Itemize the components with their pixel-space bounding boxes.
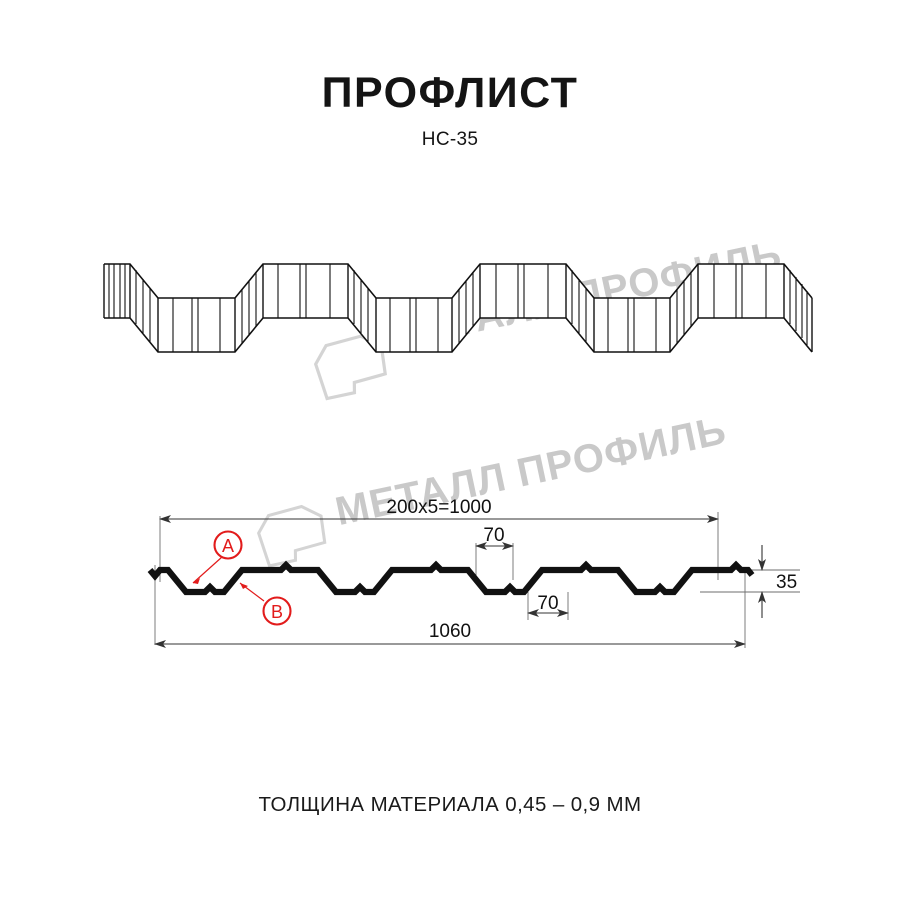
witness-lines	[154, 512, 800, 648]
watermark-upper: МЕТАЛЛ ПРОФИЛЬ	[313, 232, 786, 401]
watermark-text-2: МЕТАЛЛ ПРОФИЛЬ	[332, 408, 731, 534]
footer-note: ТОЛЩИНА МАТЕРИАЛА 0,45 – 0,9 ММ	[258, 793, 642, 816]
watermark-lower: МЕТАЛЛ ПРОФИЛЬ	[256, 408, 731, 568]
callout-b-circle[interactable]	[262, 596, 292, 626]
dimension-top-flange: 70	[475, 525, 514, 550]
metall-profil-logo-icon-2	[256, 504, 327, 568]
page-title: ПРОФЛИСТ	[321, 69, 579, 117]
dimension-top-flange-label: 70	[483, 525, 504, 546]
isometric-geometry	[103, 263, 813, 353]
dimension-height: 35	[758, 545, 797, 618]
model-designation: НС-35	[421, 129, 479, 150]
profile-section-path	[147, 560, 755, 596]
callout-a[interactable]: A	[192, 530, 243, 585]
watermark-text: МЕТАЛЛ ПРОФИЛЬ	[387, 232, 786, 358]
dimension-height-label: 35	[776, 572, 797, 593]
metall-profil-logo-icon	[313, 334, 388, 401]
dimension-bottom-flange: 70	[527, 593, 569, 617]
dimension-total-width: 1060	[154, 621, 746, 648]
callout-b[interactable]: B	[239, 582, 292, 626]
callout-a-label: A	[222, 536, 234, 556]
dimension-pitch-label: 200x5=1000	[386, 497, 491, 518]
dimension-total-width-label: 1060	[429, 621, 471, 642]
header-block: ПРОФЛИСТ НС-35	[0, 72, 900, 151]
callout-a-circle[interactable]	[213, 530, 243, 560]
dimension-pitch: 200x5=1000	[159, 497, 719, 523]
dimension-bottom-flange-label: 70	[537, 593, 558, 614]
panel-ruling-lines	[108, 264, 808, 352]
callout-b-label: B	[271, 602, 283, 622]
